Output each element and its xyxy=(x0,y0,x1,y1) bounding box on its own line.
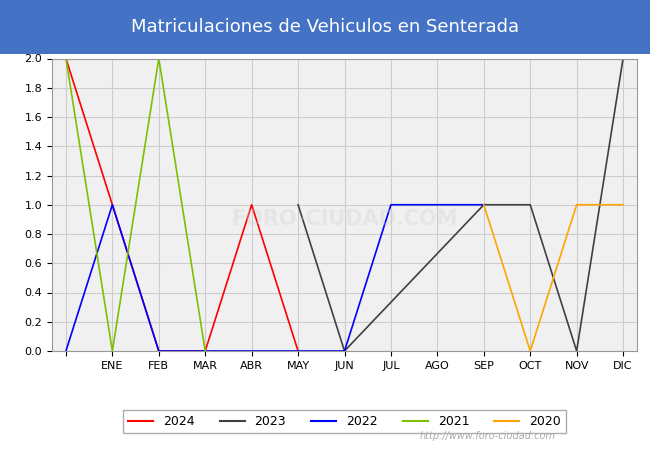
Text: http://www.foro-ciudad.com: http://www.foro-ciudad.com xyxy=(419,431,556,441)
Legend: 2024, 2023, 2022, 2021, 2020: 2024, 2023, 2022, 2021, 2020 xyxy=(123,410,566,433)
Text: FORO-CIUDAD.COM: FORO-CIUDAD.COM xyxy=(231,209,458,230)
Text: Matriculaciones de Vehiculos en Senterada: Matriculaciones de Vehiculos en Senterad… xyxy=(131,18,519,36)
